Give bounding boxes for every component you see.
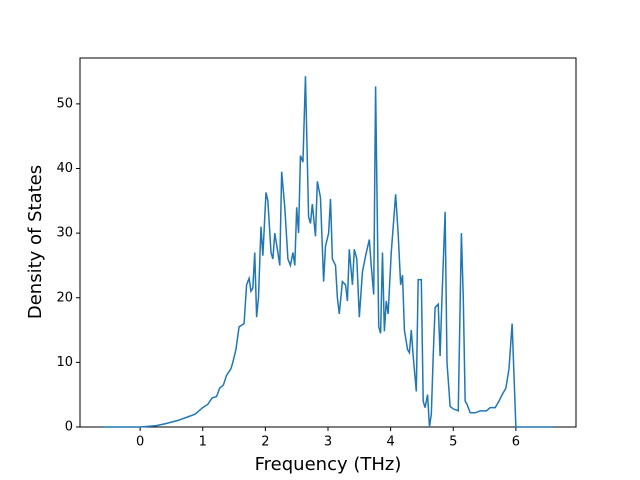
plot-frame <box>79 57 577 428</box>
x-tick-label: 2 <box>261 435 269 450</box>
y-tick-label: 30 <box>56 226 73 241</box>
x-tick-label: 5 <box>449 435 457 450</box>
y-tick-label: 40 <box>56 161 73 176</box>
y-tick-label: 10 <box>56 355 73 370</box>
y-tick-label: 20 <box>56 290 73 305</box>
line <box>102 76 554 428</box>
x-tick-label: 4 <box>386 435 394 450</box>
x-tick-label: 3 <box>324 435 332 450</box>
x-tick-label: 1 <box>199 435 207 450</box>
x-tick-label: 6 <box>512 435 520 450</box>
x-tick-label: 0 <box>136 435 144 450</box>
y-axis-label: Density of States <box>25 165 46 319</box>
y-tick-label: 50 <box>56 96 73 111</box>
x-axis-label: Frequency (THz) <box>255 454 402 475</box>
y-tick-label: 0 <box>65 420 73 435</box>
